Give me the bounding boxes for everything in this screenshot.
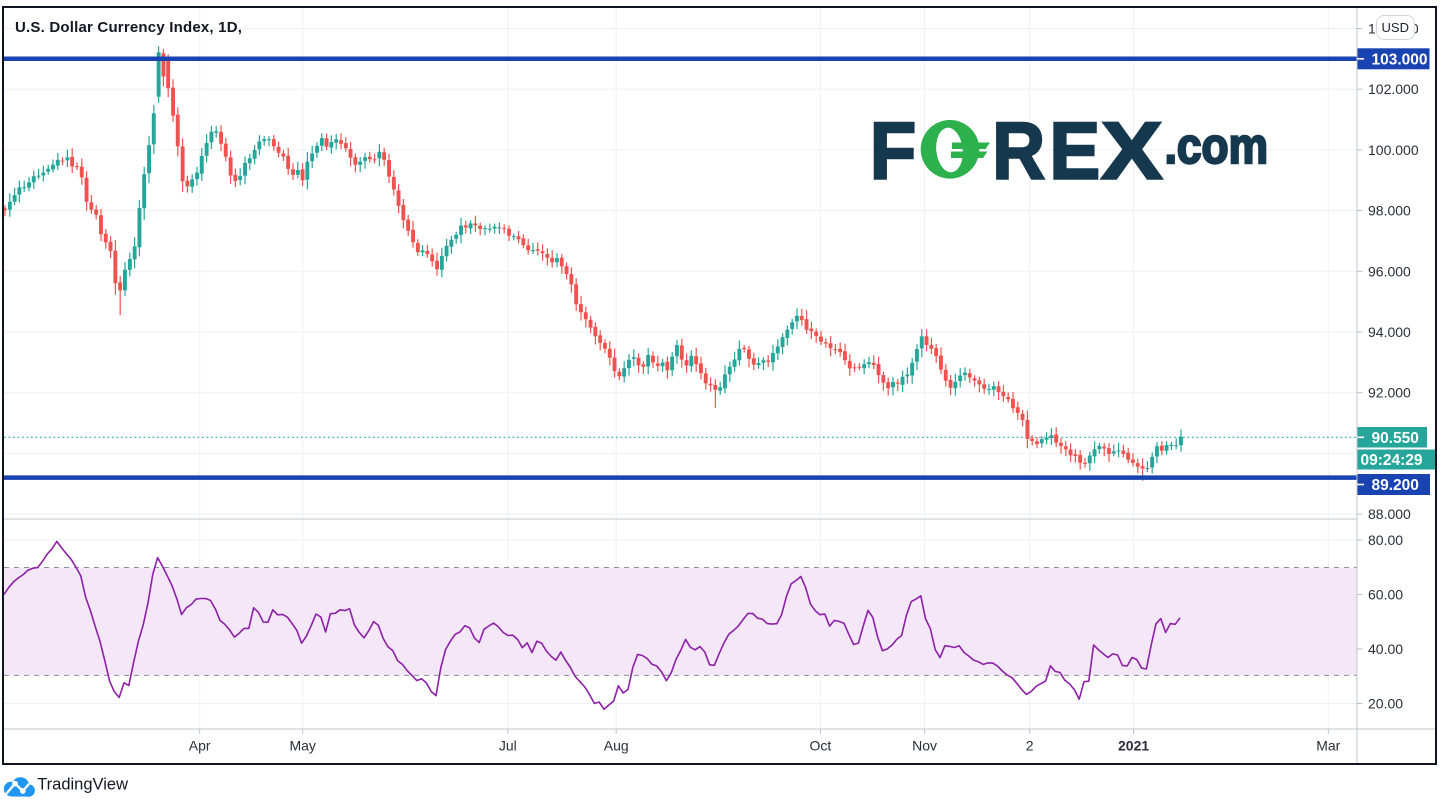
svg-text:TradingView: TradingView bbox=[37, 776, 128, 794]
svg-text:2021: 2021 bbox=[1118, 738, 1149, 754]
svg-text:98.000: 98.000 bbox=[1368, 203, 1411, 219]
svg-text:60.00: 60.00 bbox=[1368, 587, 1403, 603]
svg-text:Mar: Mar bbox=[1316, 738, 1340, 754]
svg-text:X: X bbox=[1101, 107, 1162, 197]
svg-text:May: May bbox=[289, 738, 315, 754]
svg-text:92.000: 92.000 bbox=[1368, 385, 1411, 401]
svg-text:.com: .com bbox=[1165, 118, 1268, 174]
svg-text:R: R bbox=[992, 107, 1045, 197]
svg-text:Jul: Jul bbox=[499, 738, 517, 754]
svg-text:Oct: Oct bbox=[810, 738, 832, 754]
svg-text:89.200: 89.200 bbox=[1372, 477, 1419, 494]
svg-text:20.00: 20.00 bbox=[1368, 696, 1403, 712]
svg-text:102.000: 102.000 bbox=[1368, 81, 1419, 97]
svg-text:80.00: 80.00 bbox=[1368, 532, 1403, 548]
svg-text:F: F bbox=[870, 107, 917, 197]
svg-text:Apr: Apr bbox=[189, 738, 211, 754]
svg-text:88.000: 88.000 bbox=[1368, 506, 1411, 522]
svg-text:100.000: 100.000 bbox=[1368, 142, 1419, 158]
svg-text:2: 2 bbox=[1026, 738, 1034, 754]
svg-text:Aug: Aug bbox=[604, 738, 629, 754]
svg-text:40.00: 40.00 bbox=[1368, 641, 1403, 657]
svg-text:96.000: 96.000 bbox=[1368, 263, 1411, 279]
svg-text:Nov: Nov bbox=[912, 738, 937, 754]
svg-text:94.000: 94.000 bbox=[1368, 324, 1411, 340]
svg-text:103.000: 103.000 bbox=[1372, 51, 1428, 68]
svg-text:09:24:29: 09:24:29 bbox=[1361, 452, 1423, 469]
svg-text:90.550: 90.550 bbox=[1372, 430, 1419, 447]
svg-text:E: E bbox=[1049, 107, 1100, 197]
